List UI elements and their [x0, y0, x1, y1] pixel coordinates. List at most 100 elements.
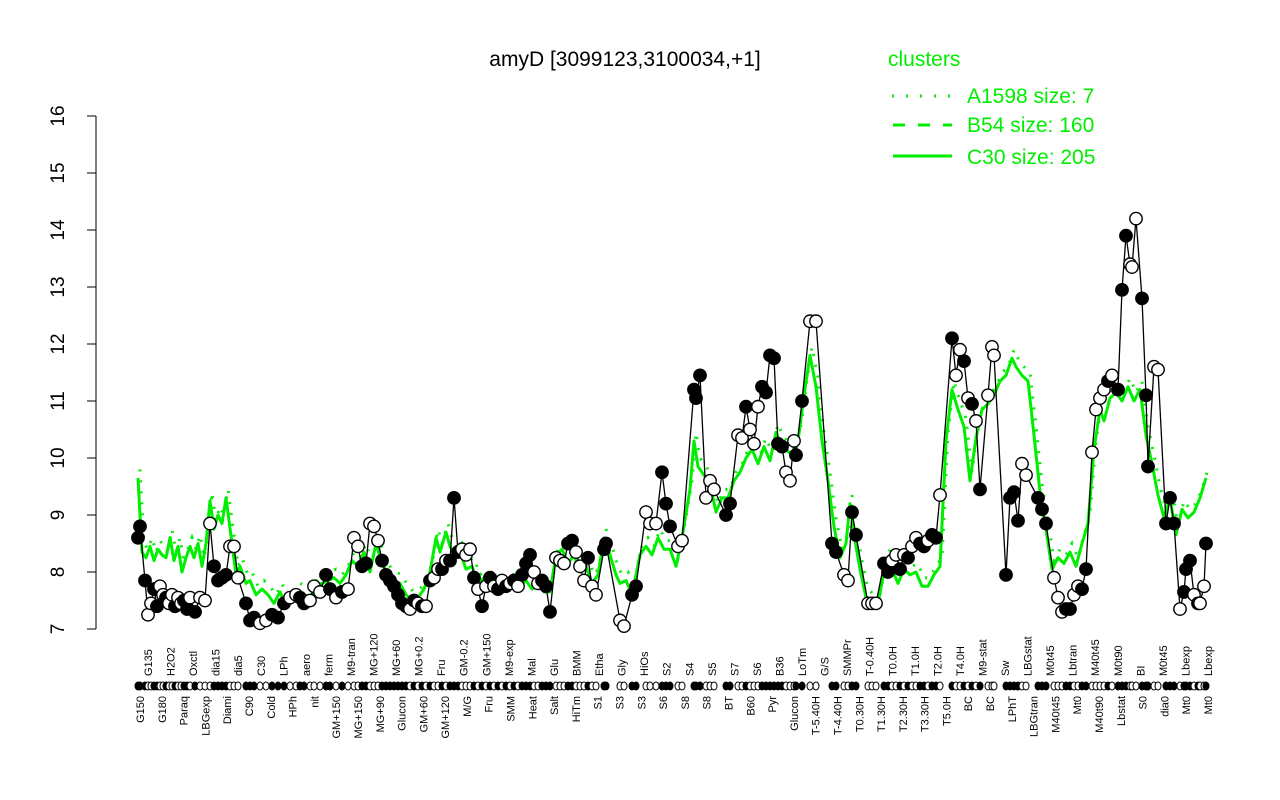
x-tick-label: MG+90 — [375, 696, 387, 732]
x-tick-label: Oxctl — [188, 651, 200, 676]
data-point — [1039, 516, 1053, 531]
data-point — [735, 431, 749, 445]
data-point — [203, 516, 217, 531]
x-tick-label: T0.30H — [854, 696, 866, 732]
data-point — [1015, 456, 1029, 471]
x-tick-label: MG+120 — [369, 634, 381, 677]
x-tick-label: Sw — [1000, 661, 1012, 676]
data-point — [463, 542, 477, 557]
x-tick-label: Gly — [617, 659, 629, 676]
data-point — [869, 596, 883, 611]
data-point — [743, 422, 757, 437]
x-tick-label: Pyr — [767, 696, 779, 713]
x-tick-label: S8 — [680, 696, 692, 709]
data-point — [207, 559, 221, 574]
legend-entry-a1598: A1598 size: 7 — [967, 85, 1094, 108]
data-point — [569, 545, 583, 559]
a1598-cluster-line — [138, 345, 1210, 601]
x-tick-label: T2.0H — [932, 646, 944, 676]
data-point — [675, 533, 689, 548]
x-tick-label: M40t45 — [1050, 696, 1062, 733]
data-point — [565, 533, 579, 548]
data-point — [841, 573, 855, 588]
data-point — [1063, 602, 1077, 616]
y-tick-label: 16 — [48, 105, 69, 126]
sample-points — [131, 211, 1213, 634]
data-point — [663, 519, 677, 534]
data-point — [693, 368, 707, 383]
x-tick-label: B36 — [774, 656, 786, 676]
x-tick-label: Diami — [222, 696, 234, 724]
y-tick-label: 11 — [48, 391, 69, 411]
x-tick-label: Lbstat — [1116, 696, 1128, 726]
x-labels-top: G135 H2O2 Oxctl dia15 dia5 C30 LPh aero ferm M9-t… — [143, 634, 1215, 677]
data-point — [689, 391, 703, 406]
x-tick-label: Mt0 — [1203, 696, 1215, 714]
data-point — [739, 399, 753, 414]
x-tick-label: MG+150 — [353, 696, 365, 739]
x-tick-label: Glucon — [397, 696, 409, 731]
x-tick-label: T5.0H — [941, 696, 953, 726]
y-tick-label: 9 — [48, 510, 69, 521]
x-tick-label: T-5.40H — [811, 696, 823, 735]
x-tick-label: G135 — [143, 649, 155, 676]
data-point — [957, 354, 971, 368]
x-tick-label: SMMPr — [842, 639, 854, 676]
y-tick-label: 10 — [48, 447, 69, 468]
data-point — [1183, 553, 1197, 568]
data-point — [999, 567, 1013, 582]
data-point — [981, 388, 995, 403]
x-tick-label: LBGstat — [1023, 636, 1035, 676]
data-point — [419, 599, 433, 614]
x-tick-label: Mt0 — [1072, 696, 1084, 714]
x-tick-label: T-0.40H — [865, 637, 877, 676]
x-tick-label: Mt0 — [1181, 696, 1193, 714]
x-tick-label: Glucon — [789, 696, 801, 731]
x-tick-label: S4 — [684, 663, 696, 676]
data-point — [1115, 282, 1129, 297]
x-tick-label: Mal — [526, 658, 538, 676]
data-point — [933, 488, 947, 502]
data-point — [131, 530, 145, 545]
data-point — [829, 545, 843, 559]
data-point — [1051, 590, 1065, 605]
x-tick-label: Fru — [436, 660, 448, 677]
data-point — [949, 368, 963, 383]
data-point — [881, 565, 895, 579]
data-point — [629, 579, 643, 594]
x-tick-label: M9-stat — [977, 639, 989, 676]
sample-line — [137, 218, 1207, 628]
x-tick-label: S0 — [1138, 696, 1150, 709]
x-tick-label: nit — [309, 696, 321, 708]
data-point — [133, 519, 147, 534]
data-point — [303, 593, 317, 608]
x-tick-label: T3.30H — [920, 696, 932, 732]
data-point — [239, 596, 253, 611]
data-point — [188, 605, 202, 619]
y-tick-label: 13 — [48, 276, 69, 297]
x-tick-label: Etha — [594, 652, 606, 676]
data-point — [523, 548, 537, 562]
data-point — [655, 465, 669, 480]
data-point — [375, 553, 389, 568]
data-point — [557, 556, 571, 571]
x-tick-label: BC — [963, 696, 975, 711]
x-tick-label: S3 — [636, 696, 648, 709]
y-tick-label: 12 — [48, 333, 69, 354]
x-tick-label: S6 — [658, 696, 670, 709]
x-tick-label: dia5 — [233, 655, 245, 676]
data-point — [539, 579, 553, 594]
x-tick-label: T2.30H — [898, 696, 910, 732]
data-point — [699, 490, 713, 505]
x-tick-label: Lbexp — [1203, 646, 1215, 676]
x-tick-label: T1.30H — [876, 696, 888, 732]
data-point — [1075, 582, 1089, 596]
x-tick-label: GM+150 — [481, 634, 493, 677]
y-tick-label: 14 — [48, 219, 69, 241]
data-point — [447, 490, 461, 505]
data-point — [227, 539, 241, 554]
x-axis-sample-markers — [134, 681, 1210, 691]
x-tick-label: HiTm — [571, 696, 583, 722]
data-point — [1125, 260, 1139, 274]
